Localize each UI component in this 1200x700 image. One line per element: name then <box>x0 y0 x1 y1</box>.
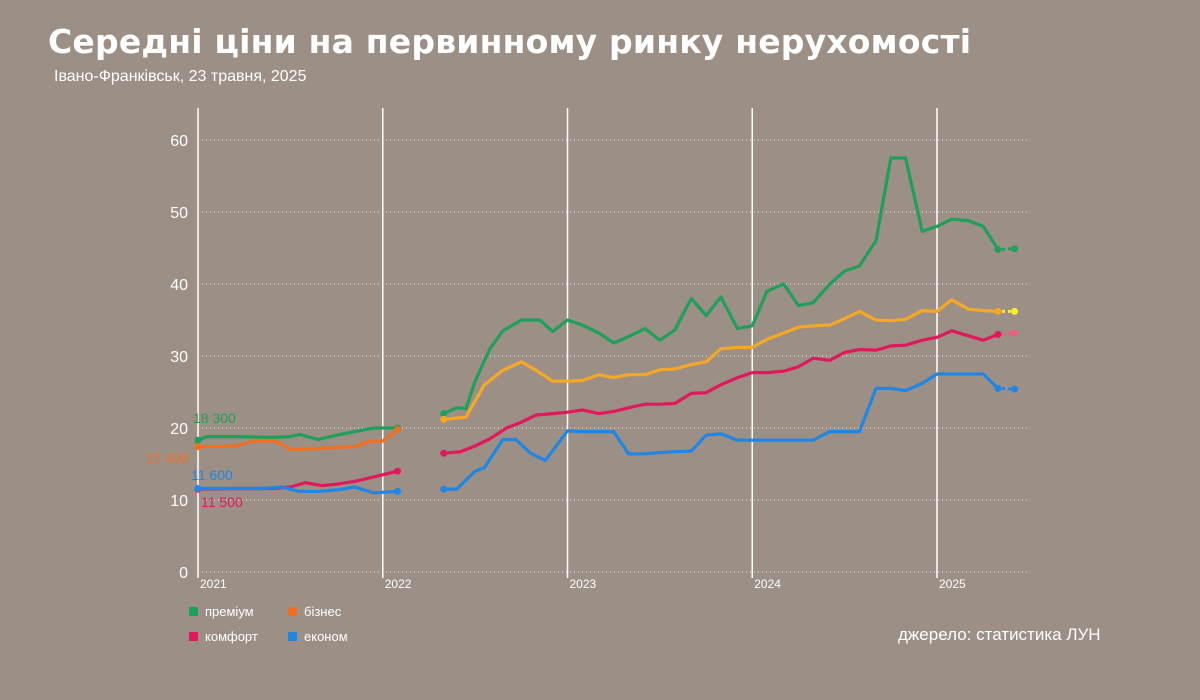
series-line <box>442 329 1000 455</box>
y-tick-label: 20 <box>170 421 188 438</box>
forecast-connector <box>1001 247 1015 251</box>
legend-label: бізнес <box>304 604 342 619</box>
chart-legend: преміум бізнес комфорт економ <box>189 604 348 644</box>
series-point <box>440 485 448 493</box>
value-annotation: 18 300 <box>193 410 236 426</box>
chart-grid <box>197 108 1030 578</box>
x-tick-label: 2023 <box>570 577 597 591</box>
legend-swatch <box>189 632 198 641</box>
legend-item-бізнес: бізнес <box>288 604 342 619</box>
series-line <box>442 156 1000 416</box>
series-line <box>442 298 1000 421</box>
chart-title: Середні ціни на первинному ринку нерухом… <box>48 22 972 61</box>
series-point <box>994 245 1002 253</box>
y-tick-label: 0 <box>179 565 188 582</box>
forecast-connector <box>1001 331 1015 336</box>
series-point <box>994 384 1002 392</box>
series-point <box>1011 385 1019 393</box>
series-point <box>394 467 402 475</box>
legend-swatch <box>288 607 297 616</box>
series-бізнес <box>194 298 1019 452</box>
x-tick-label: 2021 <box>200 577 227 591</box>
legend-label: преміум <box>205 604 254 619</box>
source-note: джерело: статистика ЛУН <box>898 625 1101 644</box>
series-point <box>394 487 402 495</box>
legend-label: економ <box>304 629 348 644</box>
series-економ <box>194 372 1019 495</box>
legend-swatch <box>189 607 198 616</box>
x-tick-label: 2024 <box>754 577 781 591</box>
series-line <box>196 485 400 495</box>
chart-axes: 0 10 20 30 40 50 60 2021 2022 2023 2024 2025 <box>170 133 966 591</box>
series-point <box>194 436 202 444</box>
series-layer <box>194 156 1019 495</box>
forecast-connector <box>1001 386 1015 391</box>
x-tick-label: 2022 <box>385 577 412 591</box>
value-annotation: 11 600 <box>191 467 233 483</box>
series-line <box>196 426 400 442</box>
legend-swatch <box>288 632 297 641</box>
legend-label: комфорт <box>205 629 258 644</box>
legend-item-преміум: преміум <box>189 604 254 619</box>
y-tick-label: 10 <box>170 493 188 510</box>
series-point <box>440 415 448 423</box>
chart-subtitle: Івано-Франківськ, 23 травня, 2025 <box>54 68 307 85</box>
x-tick-label: 2025 <box>939 577 966 591</box>
series-point <box>440 410 448 418</box>
legend-item-економ: економ <box>288 629 348 644</box>
series-point <box>1011 245 1019 253</box>
series-point <box>440 449 448 457</box>
series-преміум <box>194 156 1019 444</box>
series-point <box>1011 329 1019 337</box>
series-комфорт <box>194 329 1019 493</box>
y-tick-label: 40 <box>170 277 188 294</box>
series-point <box>994 330 1002 338</box>
y-tick-label: 50 <box>170 205 188 222</box>
series-line <box>196 427 400 452</box>
value-annotation: 17 400 <box>146 450 189 466</box>
value-annotation: 11 500 <box>201 494 243 510</box>
series-point <box>194 484 202 492</box>
series-point <box>194 443 202 451</box>
series-point <box>994 307 1002 315</box>
legend-item-комфорт: комфорт <box>189 629 258 644</box>
y-tick-label: 60 <box>170 133 188 150</box>
series-line <box>442 372 1000 491</box>
y-tick-label: 30 <box>170 349 188 366</box>
series-point <box>1011 307 1019 315</box>
series-point <box>394 425 402 433</box>
